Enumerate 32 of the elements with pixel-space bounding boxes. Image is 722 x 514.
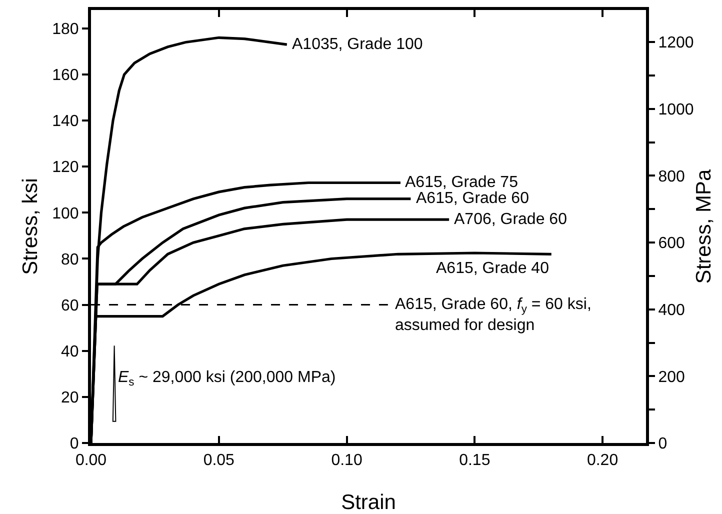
- y-tick-label: 180: [52, 21, 79, 38]
- y-tick-label: 140: [52, 113, 79, 130]
- y2-tick-label: 400: [658, 302, 685, 319]
- annotation: E$_{s}$ ~ 29,000 ksi (200,000 MPa): [118, 369, 336, 388]
- y2-axis-title: Stress, MPa: [692, 169, 716, 284]
- legend-label: A1035, Grade 100: [292, 36, 423, 53]
- y2-tick-label: 600: [658, 235, 685, 252]
- y-tick-label: 20: [61, 390, 79, 407]
- y-tick-label: 100: [52, 205, 79, 222]
- series-label: A615, Grade 40: [436, 260, 550, 277]
- y-tick-label: 60: [61, 297, 79, 314]
- y2-tick-label: 800: [658, 168, 685, 186]
- x-tick-label: 0.15: [459, 452, 490, 470]
- y2-tick-label: 0: [658, 436, 668, 453]
- y-tick-label: 120: [52, 159, 79, 176]
- x-tick-label: 0.10: [331, 452, 362, 470]
- series-label: A706, Grade 60: [454, 211, 568, 228]
- y2-tick-label: 200: [658, 368, 685, 386]
- y2-tick-label: 1200: [658, 34, 694, 52]
- x-tick-label: 0.00: [75, 452, 107, 470]
- series-label: A615, Grade 75: [405, 174, 518, 191]
- y-tick-label: 80: [61, 251, 79, 268]
- series-label: A615, Grade 60: [416, 190, 530, 207]
- x-axis-title: Strain: [341, 491, 396, 514]
- y-tick-label: 160: [52, 67, 79, 84]
- x-tick-label: 0.20: [586, 452, 618, 470]
- y-tick-label: 0: [70, 436, 79, 453]
- y-tick-label: 40: [61, 343, 79, 360]
- y-axis-title: Stress, ksi: [19, 178, 42, 275]
- ref-line-label: A615, Grade 60, f$_{y}$ = 60 ksi, assumed for design: [395, 296, 592, 334]
- x-tick-label: 0.05: [203, 452, 235, 470]
- y2-tick-label: 1000: [658, 102, 694, 118]
